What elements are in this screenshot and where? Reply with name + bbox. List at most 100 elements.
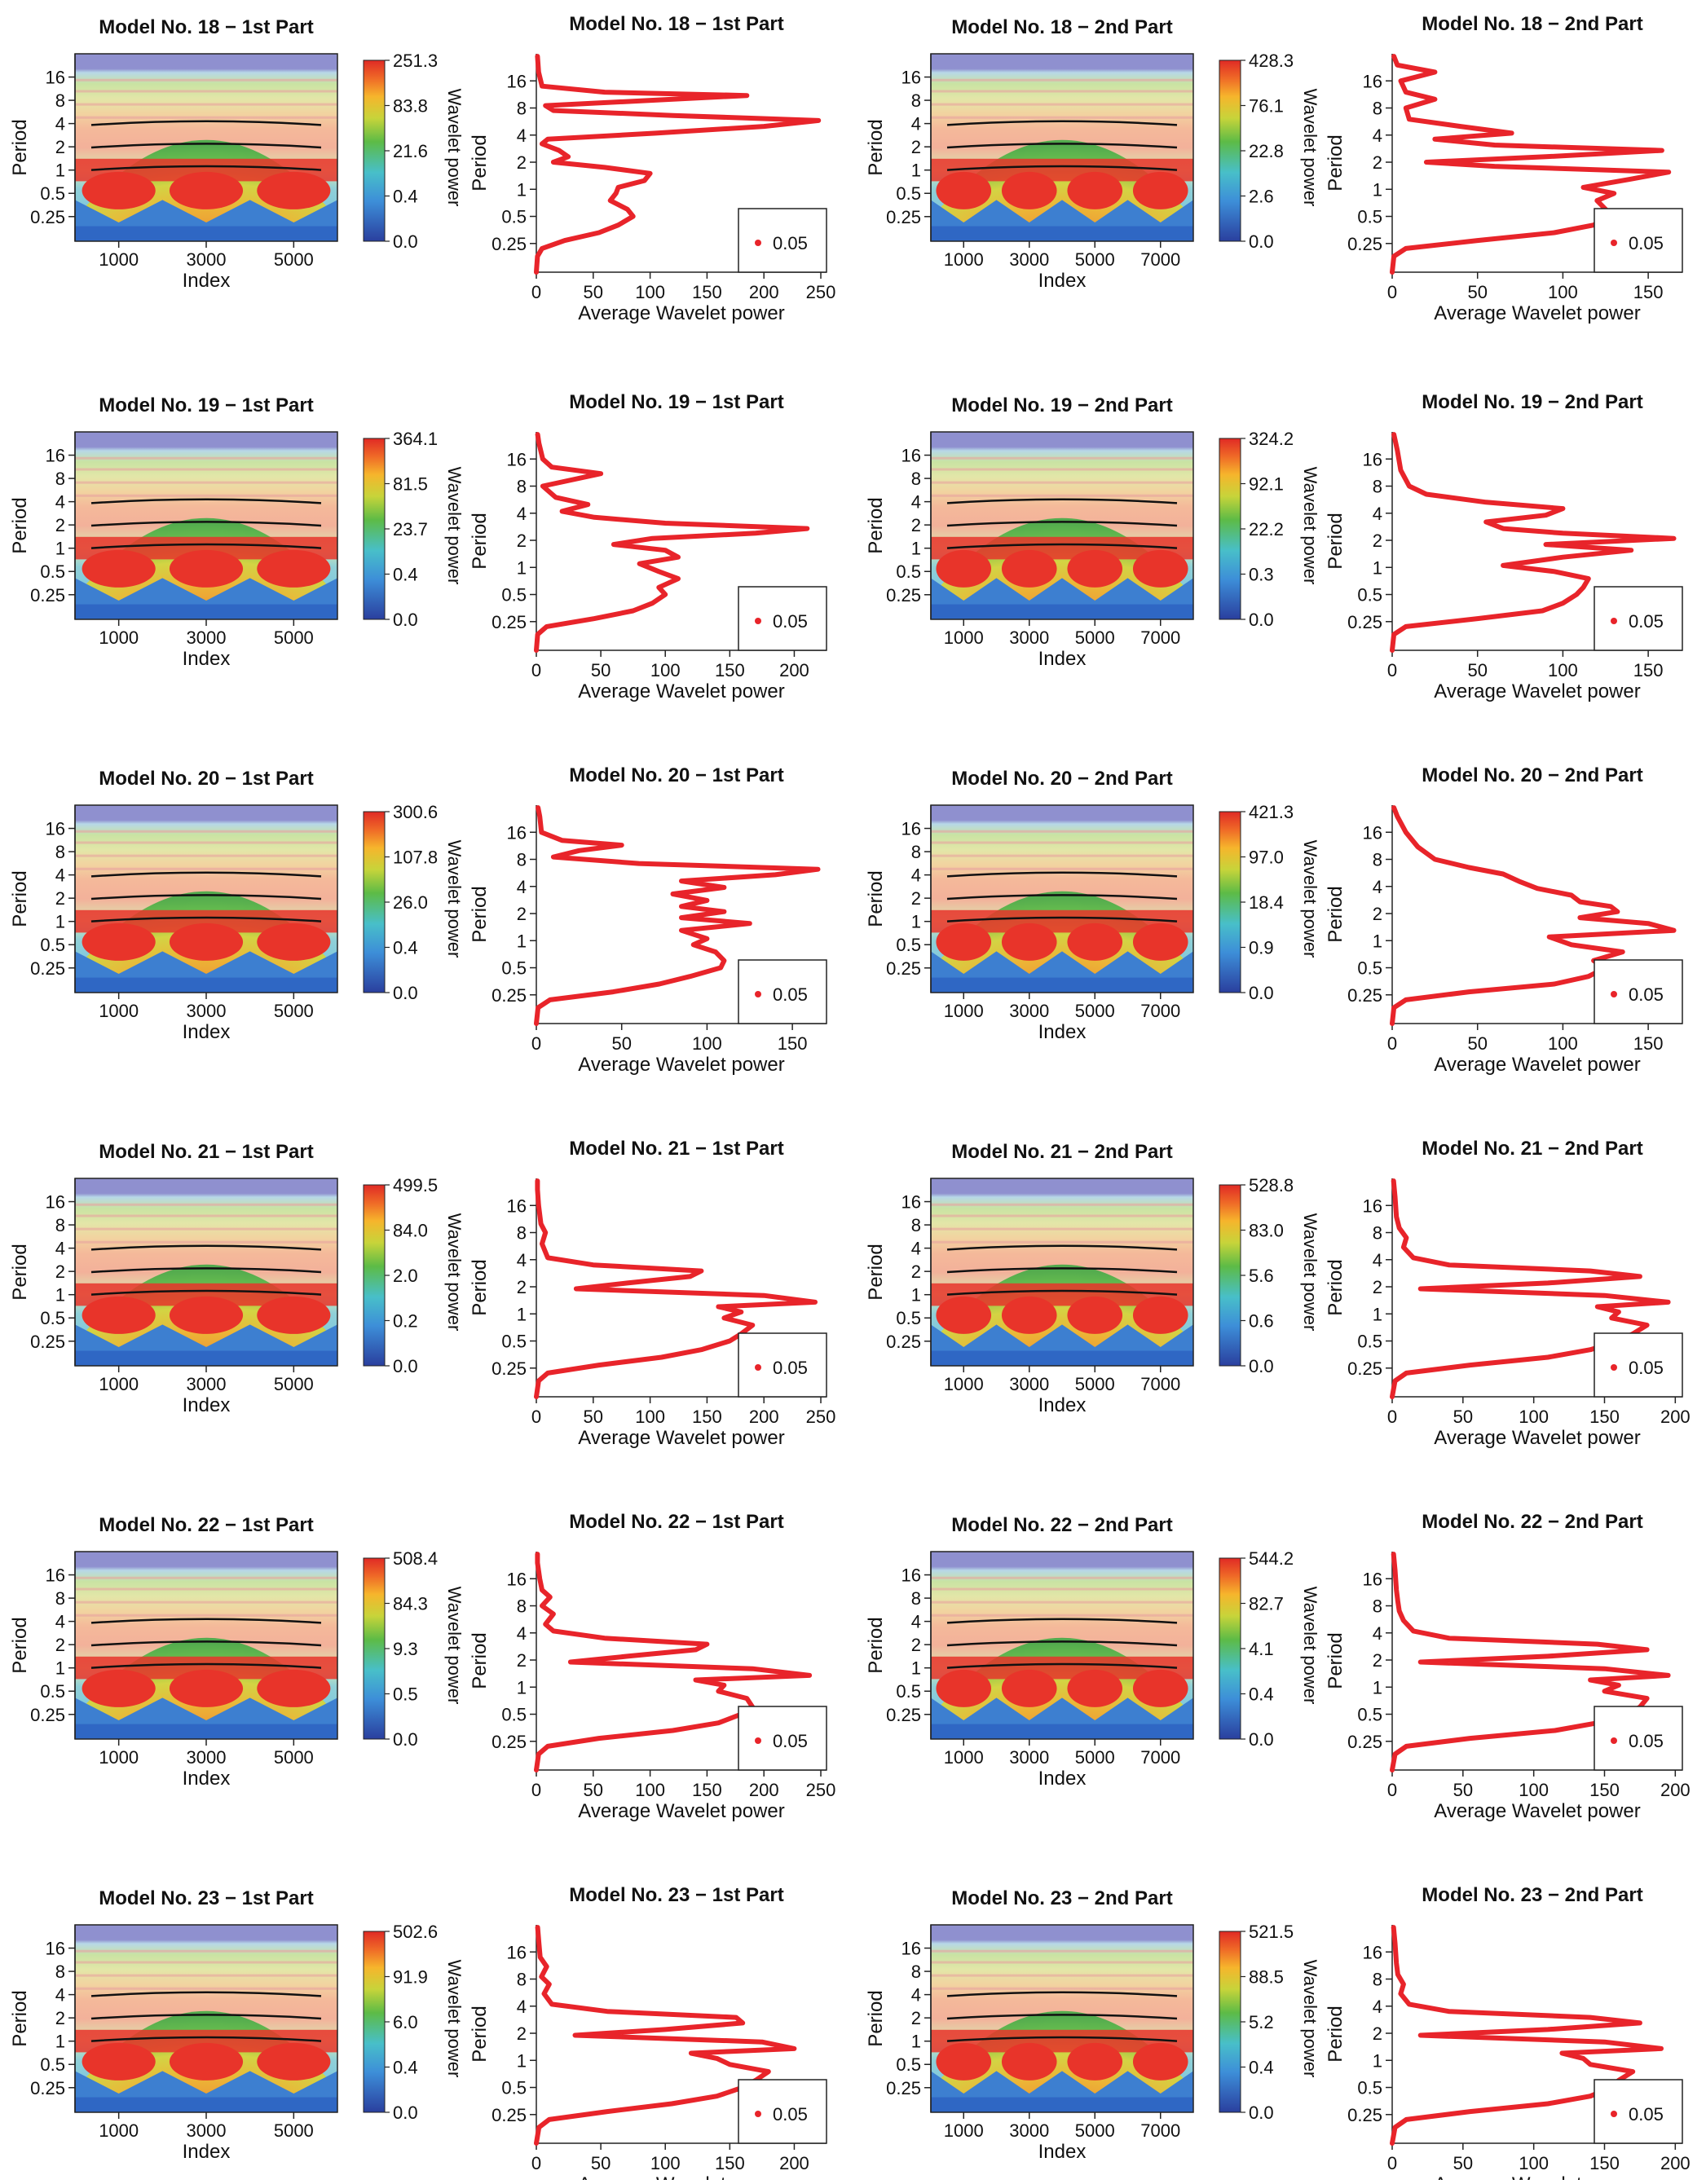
y-tick-label: 2 bbox=[517, 152, 527, 173]
y-tick-label: 8 bbox=[911, 90, 921, 111]
x-tick-label: 150 bbox=[1633, 1033, 1664, 1054]
y-tick-label: 16 bbox=[46, 68, 65, 88]
x-axis-label: Average Wavelet power bbox=[578, 2173, 784, 2180]
y-tick-label: 2 bbox=[55, 2008, 65, 2028]
y-tick-label: 1 bbox=[517, 179, 527, 200]
y-tick-label: 16 bbox=[507, 449, 527, 469]
colorbar-tick-label: 0.4 bbox=[1249, 2058, 1274, 2078]
chart-title: Model No. 19 − 2nd Part bbox=[951, 394, 1172, 416]
power-ridge bbox=[946, 1244, 1178, 1251]
power-peak bbox=[936, 1669, 992, 1707]
y-tick-label: 0.25 bbox=[886, 585, 921, 605]
y-axis-label: Period bbox=[1325, 1259, 1347, 1315]
x-tick-label: 1000 bbox=[99, 1747, 139, 1768]
average-power-line bbox=[1390, 54, 1672, 275]
colorbar bbox=[363, 1931, 386, 2113]
power-ridge bbox=[90, 1618, 322, 1624]
legend-label: 0.05 bbox=[773, 1358, 808, 1378]
colorbar-tick-label: 508.4 bbox=[393, 1548, 438, 1569]
power-ridge bbox=[90, 1289, 322, 1296]
colorbar-label: Wavelet power bbox=[1300, 840, 1320, 958]
x-tick-label: 0 bbox=[531, 660, 541, 680]
y-tick-label: 16 bbox=[46, 819, 65, 839]
colorbar-tick-label: 84.3 bbox=[393, 1594, 428, 1614]
y-tick-label: 2 bbox=[55, 137, 65, 157]
y-tick-label: 16 bbox=[507, 71, 527, 91]
x-tick-label: 50 bbox=[591, 2153, 611, 2173]
power-peak bbox=[169, 1669, 244, 1707]
y-tick-label: 4 bbox=[911, 114, 921, 134]
colorbar-tick-label: 88.5 bbox=[1249, 1967, 1284, 1988]
y-tick-label: 16 bbox=[901, 1939, 921, 1959]
y-tick-label: 1 bbox=[517, 1304, 527, 1324]
x-axis-label: Index bbox=[1038, 1021, 1087, 1043]
colorbar-tick-label: 0.4 bbox=[393, 187, 418, 207]
power-peak bbox=[257, 171, 331, 209]
colorbar-tick-label: 499.5 bbox=[393, 1175, 438, 1195]
power-peak bbox=[1067, 171, 1123, 209]
legend-marker bbox=[755, 618, 761, 624]
power-peak bbox=[82, 2042, 156, 2081]
y-tick-label: 0.25 bbox=[30, 1705, 65, 1725]
colorbar-tick-label: 0.0 bbox=[1249, 231, 1274, 252]
colorbar bbox=[363, 811, 386, 993]
y-tick-label: 1 bbox=[55, 161, 65, 181]
y-tick-label: 0.5 bbox=[501, 585, 527, 605]
low-power-floor bbox=[75, 1724, 337, 1739]
colorbar bbox=[363, 1557, 386, 1740]
y-tick-label: 2 bbox=[517, 904, 527, 924]
legend-label: 0.05 bbox=[773, 2104, 808, 2125]
y-tick-label: 16 bbox=[507, 1942, 527, 1962]
wavelet-2nd-part: Model No. 20 − 2nd Part 16 8 42 1 0.5 0.25 Peri… bbox=[865, 768, 1320, 1043]
x-tick-label: 200 bbox=[1660, 1407, 1691, 1427]
chart-title: Model No. 23 − 1st Part bbox=[99, 1887, 313, 1909]
power-ridge bbox=[90, 498, 322, 504]
colorbar-tick-label: 300.6 bbox=[393, 802, 438, 822]
low-power-floor bbox=[75, 604, 337, 619]
power-peak bbox=[169, 171, 244, 209]
y-tick-label: 1 bbox=[911, 539, 921, 559]
legend-marker bbox=[1611, 618, 1617, 624]
power-ridge bbox=[946, 543, 1178, 549]
y-axis-label: Period bbox=[1325, 513, 1347, 569]
power-ridge bbox=[946, 1618, 1178, 1624]
colorbar bbox=[363, 438, 386, 620]
y-tick-label: 0.5 bbox=[501, 958, 527, 979]
y-axis-label: Period bbox=[9, 1617, 31, 1673]
legend-box bbox=[738, 1332, 827, 1398]
y-tick-label: 0.25 bbox=[30, 1332, 65, 1352]
x-tick-label: 100 bbox=[1548, 1033, 1578, 1054]
legend-label: 0.05 bbox=[1629, 611, 1664, 632]
x-tick-label: 100 bbox=[1548, 282, 1578, 302]
y-tick-label: 8 bbox=[55, 1215, 65, 1235]
y-tick-label: 8 bbox=[517, 1596, 527, 1617]
x-tick-label: 150 bbox=[1633, 660, 1664, 680]
x-axis-label: Index bbox=[1038, 1768, 1087, 1790]
average-1st-part: Model No. 20 − 1st Part 16 8 4 2 1 0.5 0.25 Peri… bbox=[469, 764, 827, 1076]
y-tick-label: 0.25 bbox=[886, 958, 921, 979]
power-ridge bbox=[946, 1662, 1178, 1669]
x-axis-label: Index bbox=[1038, 1394, 1087, 1416]
x-tick-label: 5000 bbox=[1075, 1747, 1115, 1768]
colorbar-label: Wavelet power bbox=[444, 467, 465, 585]
colorbar-label: Wavelet power bbox=[444, 89, 465, 207]
y-tick-label: 8 bbox=[55, 842, 65, 862]
y-tick-label: 0.25 bbox=[1347, 1358, 1382, 1379]
power-ridge bbox=[90, 543, 322, 549]
y-axis-label: Period bbox=[469, 134, 491, 191]
y-tick-label: 0.25 bbox=[1347, 2105, 1382, 2125]
colorbar-label: Wavelet power bbox=[444, 840, 465, 958]
y-tick-label: 0.25 bbox=[492, 1358, 527, 1379]
power-ridge bbox=[946, 1640, 1178, 1647]
wavelet-1st-part: Model No. 21 − 1st Part 168 4 2 10.5 0.25 Peri… bbox=[9, 1141, 465, 1416]
wavelet-1st-part: Model No. 22 − 1st Part1684210.50.25Peri… bbox=[9, 1514, 465, 1790]
colorbar-tick-label: 83.8 bbox=[393, 96, 428, 117]
y-tick-label: 8 bbox=[517, 1223, 527, 1244]
power-peak bbox=[82, 1669, 156, 1707]
power-ridge bbox=[946, 1991, 1178, 1997]
x-tick-label: 50 bbox=[1453, 2153, 1473, 2173]
y-tick-label: 0.5 bbox=[1357, 585, 1382, 605]
low-power-floor bbox=[75, 2097, 337, 2112]
y-tick-label: 8 bbox=[55, 1588, 65, 1609]
x-tick-label: 5000 bbox=[274, 1747, 314, 1768]
